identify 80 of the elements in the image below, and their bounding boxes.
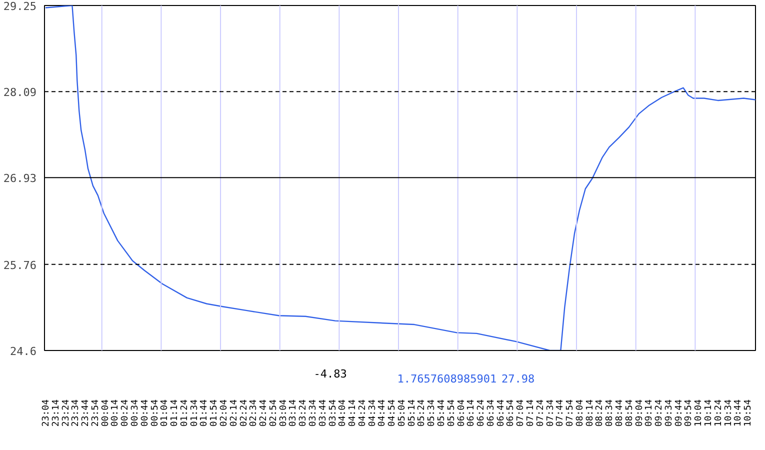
x-tick-label: 23:54 — [90, 400, 101, 427]
x-tick-label: 10:24 — [714, 400, 724, 427]
text: 1.7657608985901 — [397, 372, 497, 386]
x-tick-label: 01:04 — [160, 400, 170, 427]
y-tick-label: 24.6 — [10, 345, 37, 358]
x-tick-label: 03:04 — [278, 400, 289, 427]
x-tick-label: 03:14 — [288, 400, 299, 427]
x-tick-label: 23:14 — [51, 400, 62, 427]
x-tick-label: 10:44 — [734, 400, 744, 427]
x-tick-label: 01:14 — [170, 400, 180, 427]
x-tick-label: 01:34 — [190, 400, 200, 427]
x-tick-label: 04:14 — [348, 400, 358, 427]
y-tick-label: 25.76 — [3, 258, 37, 272]
x-tick-label: 07:24 — [536, 400, 546, 427]
x-tick-label: 08:04 — [575, 400, 586, 427]
x-tick-label: 00:14 — [110, 400, 121, 427]
x-tick-label: 00:04 — [100, 400, 111, 427]
x-tick-label: 01:24 — [180, 400, 190, 427]
x-tick-label: 02:44 — [259, 400, 270, 427]
x-tick-label: 09:04 — [634, 400, 645, 427]
x-tick-label: 08:34 — [605, 400, 616, 427]
x-tick-label: 02:04 — [219, 400, 230, 427]
x-tick-label: 02:24 — [239, 400, 250, 427]
x-tick-label: 10:34 — [724, 400, 734, 427]
text: 27.98 — [501, 372, 535, 386]
x-tick-label: 10:04 — [694, 400, 704, 427]
x-tick-label: 04:04 — [338, 400, 348, 427]
x-tick-label: 03:24 — [298, 400, 309, 427]
x-tick-label: 06:24 — [476, 400, 487, 427]
x-tick-label: 23:44 — [81, 400, 92, 427]
x-tick-label: 03:44 — [318, 400, 328, 427]
x-tick-label: 02:14 — [229, 400, 240, 427]
x-tick-label: 05:24 — [417, 400, 428, 427]
x-tick-label: 09:54 — [684, 400, 694, 427]
x-tick-label: 00:34 — [130, 400, 140, 427]
x-tick-label: 05:34 — [427, 400, 438, 427]
x-tick-label: 07:34 — [546, 400, 556, 427]
x-tick-label: 10:14 — [704, 400, 714, 427]
x-tick-label: 01:44 — [200, 400, 210, 427]
x-tick-label: 04:24 — [358, 400, 368, 427]
x-tick-label: 01:54 — [210, 400, 220, 427]
x-tick-label: 23:24 — [61, 400, 72, 427]
x-tick-label: 06:54 — [506, 400, 516, 427]
x-tick-label: 02:54 — [268, 400, 279, 427]
x-tick-label: 06:14 — [466, 400, 477, 427]
x-tick-label: 00:24 — [120, 400, 131, 427]
x-tick-label: 04:34 — [368, 400, 378, 427]
text: -4.83 — [314, 368, 347, 380]
x-tick-label: 23:04 — [41, 400, 52, 427]
x-tick-label: 03:34 — [308, 400, 318, 427]
x-tick-label: 07:04 — [516, 400, 526, 427]
x-tick-label: 09:24 — [654, 400, 665, 427]
x-tick-label: 04:44 — [378, 400, 388, 427]
y-tick-label: 28.09 — [3, 86, 37, 100]
x-tick-label: 07:44 — [556, 400, 566, 427]
x-tick-label: 09:34 — [664, 400, 674, 427]
x-tick-label: 06:44 — [496, 400, 506, 427]
x-tick-label: 08:44 — [615, 400, 626, 427]
y-tick-label: 26.93 — [3, 172, 37, 186]
x-tick-label: 05:54 — [446, 400, 457, 427]
x-tick-label: 09:14 — [644, 400, 655, 427]
x-tick-label: 00:54 — [150, 400, 160, 427]
x-tick-label: 07:54 — [566, 400, 576, 427]
x-tick-label: 02:34 — [249, 400, 260, 427]
x-tick-label: 05:44 — [437, 400, 448, 427]
x-tick-label: 06:04 — [456, 400, 467, 427]
x-tick-label: 04:54 — [388, 400, 398, 427]
x-tick-label: 03:54 — [328, 400, 338, 427]
y-tick-label: 29.25 — [3, 0, 37, 13]
x-tick-label: 10:54 — [744, 400, 754, 427]
x-tick-label: 23:34 — [71, 400, 82, 427]
x-tick-label: 00:44 — [140, 400, 150, 427]
x-tick-label: 08:14 — [585, 400, 596, 427]
x-tick-label: 09:44 — [674, 400, 684, 427]
x-tick-label: 05:04 — [397, 400, 408, 427]
x-tick-label: 08:24 — [595, 400, 606, 427]
x-tick-label: 05:14 — [407, 400, 418, 427]
x-tick-label: 08:54 — [624, 400, 635, 427]
x-tick-label: 07:14 — [526, 400, 536, 427]
x-tick-label: 06:34 — [486, 400, 496, 427]
